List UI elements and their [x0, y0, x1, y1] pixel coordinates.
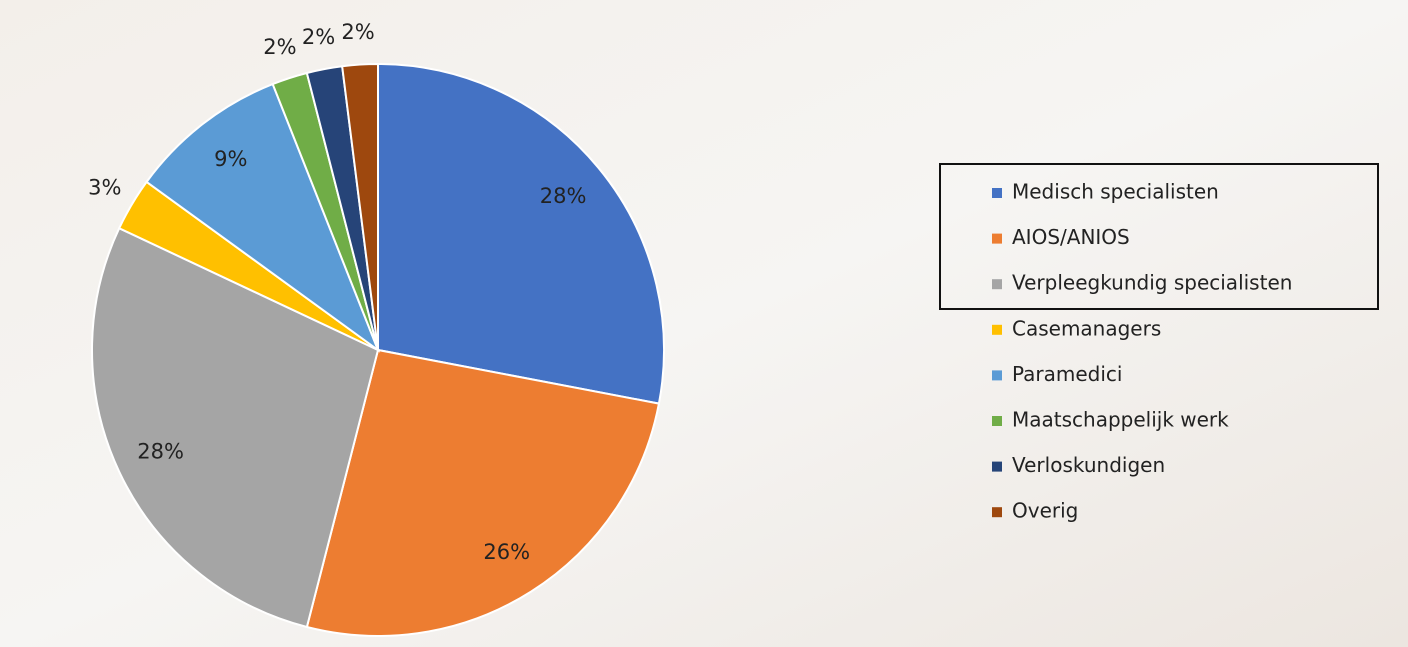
legend-label: Medisch specialisten: [1012, 180, 1219, 204]
data-label: 28%: [540, 184, 587, 208]
legend-label: Verpleegkundig specialisten: [1012, 271, 1292, 295]
legend-swatch: [992, 507, 1002, 517]
legend-swatch: [992, 462, 1002, 472]
data-label: 2%: [302, 25, 335, 49]
data-label: 26%: [483, 540, 530, 564]
page: {"chart_data": {"type": "pie", "categori…: [0, 0, 1408, 647]
legend-label: AIOS/ANIOS: [1012, 225, 1130, 249]
legend-label: Verloskundigen: [1012, 453, 1165, 477]
legend-swatch: [992, 370, 1002, 380]
legend-swatch: [992, 325, 1002, 335]
legend-swatch: [992, 188, 1002, 198]
legend-swatch: [992, 234, 1002, 244]
legend-swatch: [992, 416, 1002, 426]
data-label: 9%: [214, 147, 247, 171]
legend-label: Paramedici: [1012, 362, 1123, 386]
legend-label: Overig: [1012, 499, 1078, 523]
chart: 28%26%28%3%9%2%2%2%Medisch specialistenA…: [0, 0, 1408, 647]
data-label: 3%: [88, 175, 121, 199]
data-label: 2%: [341, 20, 374, 44]
data-label: 28%: [137, 439, 184, 463]
legend-label: Casemanagers: [1012, 316, 1161, 340]
legend-label: Maatschappelijk werk: [1012, 408, 1229, 432]
data-label: 2%: [263, 35, 296, 59]
legend-swatch: [992, 279, 1002, 289]
